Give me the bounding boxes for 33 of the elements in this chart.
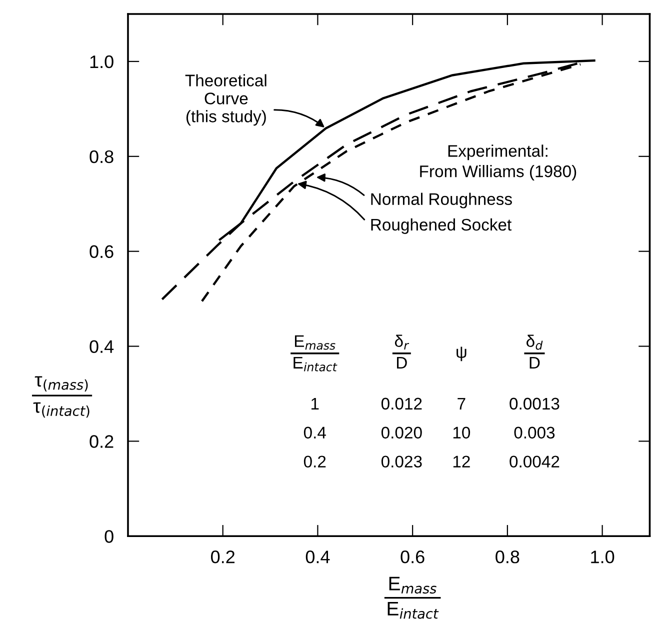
x-tick-label: 1.0: [591, 550, 614, 564]
annotation: Normal Roughness: [371, 192, 512, 208]
annotation: 1: [312, 398, 319, 410]
y-tick-label: 0: [104, 530, 114, 543]
annotation: 12: [453, 456, 470, 468]
annotation: δ$_{d}$ D: [526, 334, 543, 368]
annotation: 0.003: [514, 426, 555, 439]
annotation: Theoretical Curve (this study): [185, 74, 266, 126]
annotation: 0.0042: [510, 456, 560, 468]
annotation: ψ: [456, 346, 466, 362]
annotation: 7: [458, 398, 466, 410]
annotation: δ$_{r}$ D: [394, 334, 410, 368]
y-tick-label: 0.8: [90, 150, 114, 164]
x-tick-label: 0.4: [306, 550, 330, 564]
annotation: 0.023: [381, 456, 422, 468]
annotation: 0.020: [381, 426, 422, 439]
y-tick-label: 1.0: [90, 55, 114, 68]
x-axis-title: E$_{mass}$ E$_{intact}$: [388, 576, 439, 619]
y-tick-label: 0.6: [90, 245, 114, 258]
annotation: 0.2: [304, 456, 326, 468]
x-tick-label: 0.8: [496, 550, 520, 564]
annotation: 10: [453, 426, 470, 439]
y-tick-label: 0.2: [90, 435, 114, 448]
y-tick-label: 0.4: [90, 340, 114, 353]
annotation: 0.4: [304, 426, 326, 439]
annotation: 0.0013: [510, 398, 560, 410]
annotation: E$_{mass}$ E$_{intact}$: [294, 335, 338, 372]
x-tick-label: 0.6: [400, 550, 424, 564]
annotation: Experimental: From Williams (1980): [420, 144, 576, 181]
y-axis-title: τ$_{(mass)}$ τ$_{(intact)}$: [33, 376, 90, 418]
x-tick-label: 0.2: [211, 550, 234, 564]
annotation: Roughened Socket: [371, 218, 512, 234]
annotation: 0.012: [381, 398, 422, 410]
